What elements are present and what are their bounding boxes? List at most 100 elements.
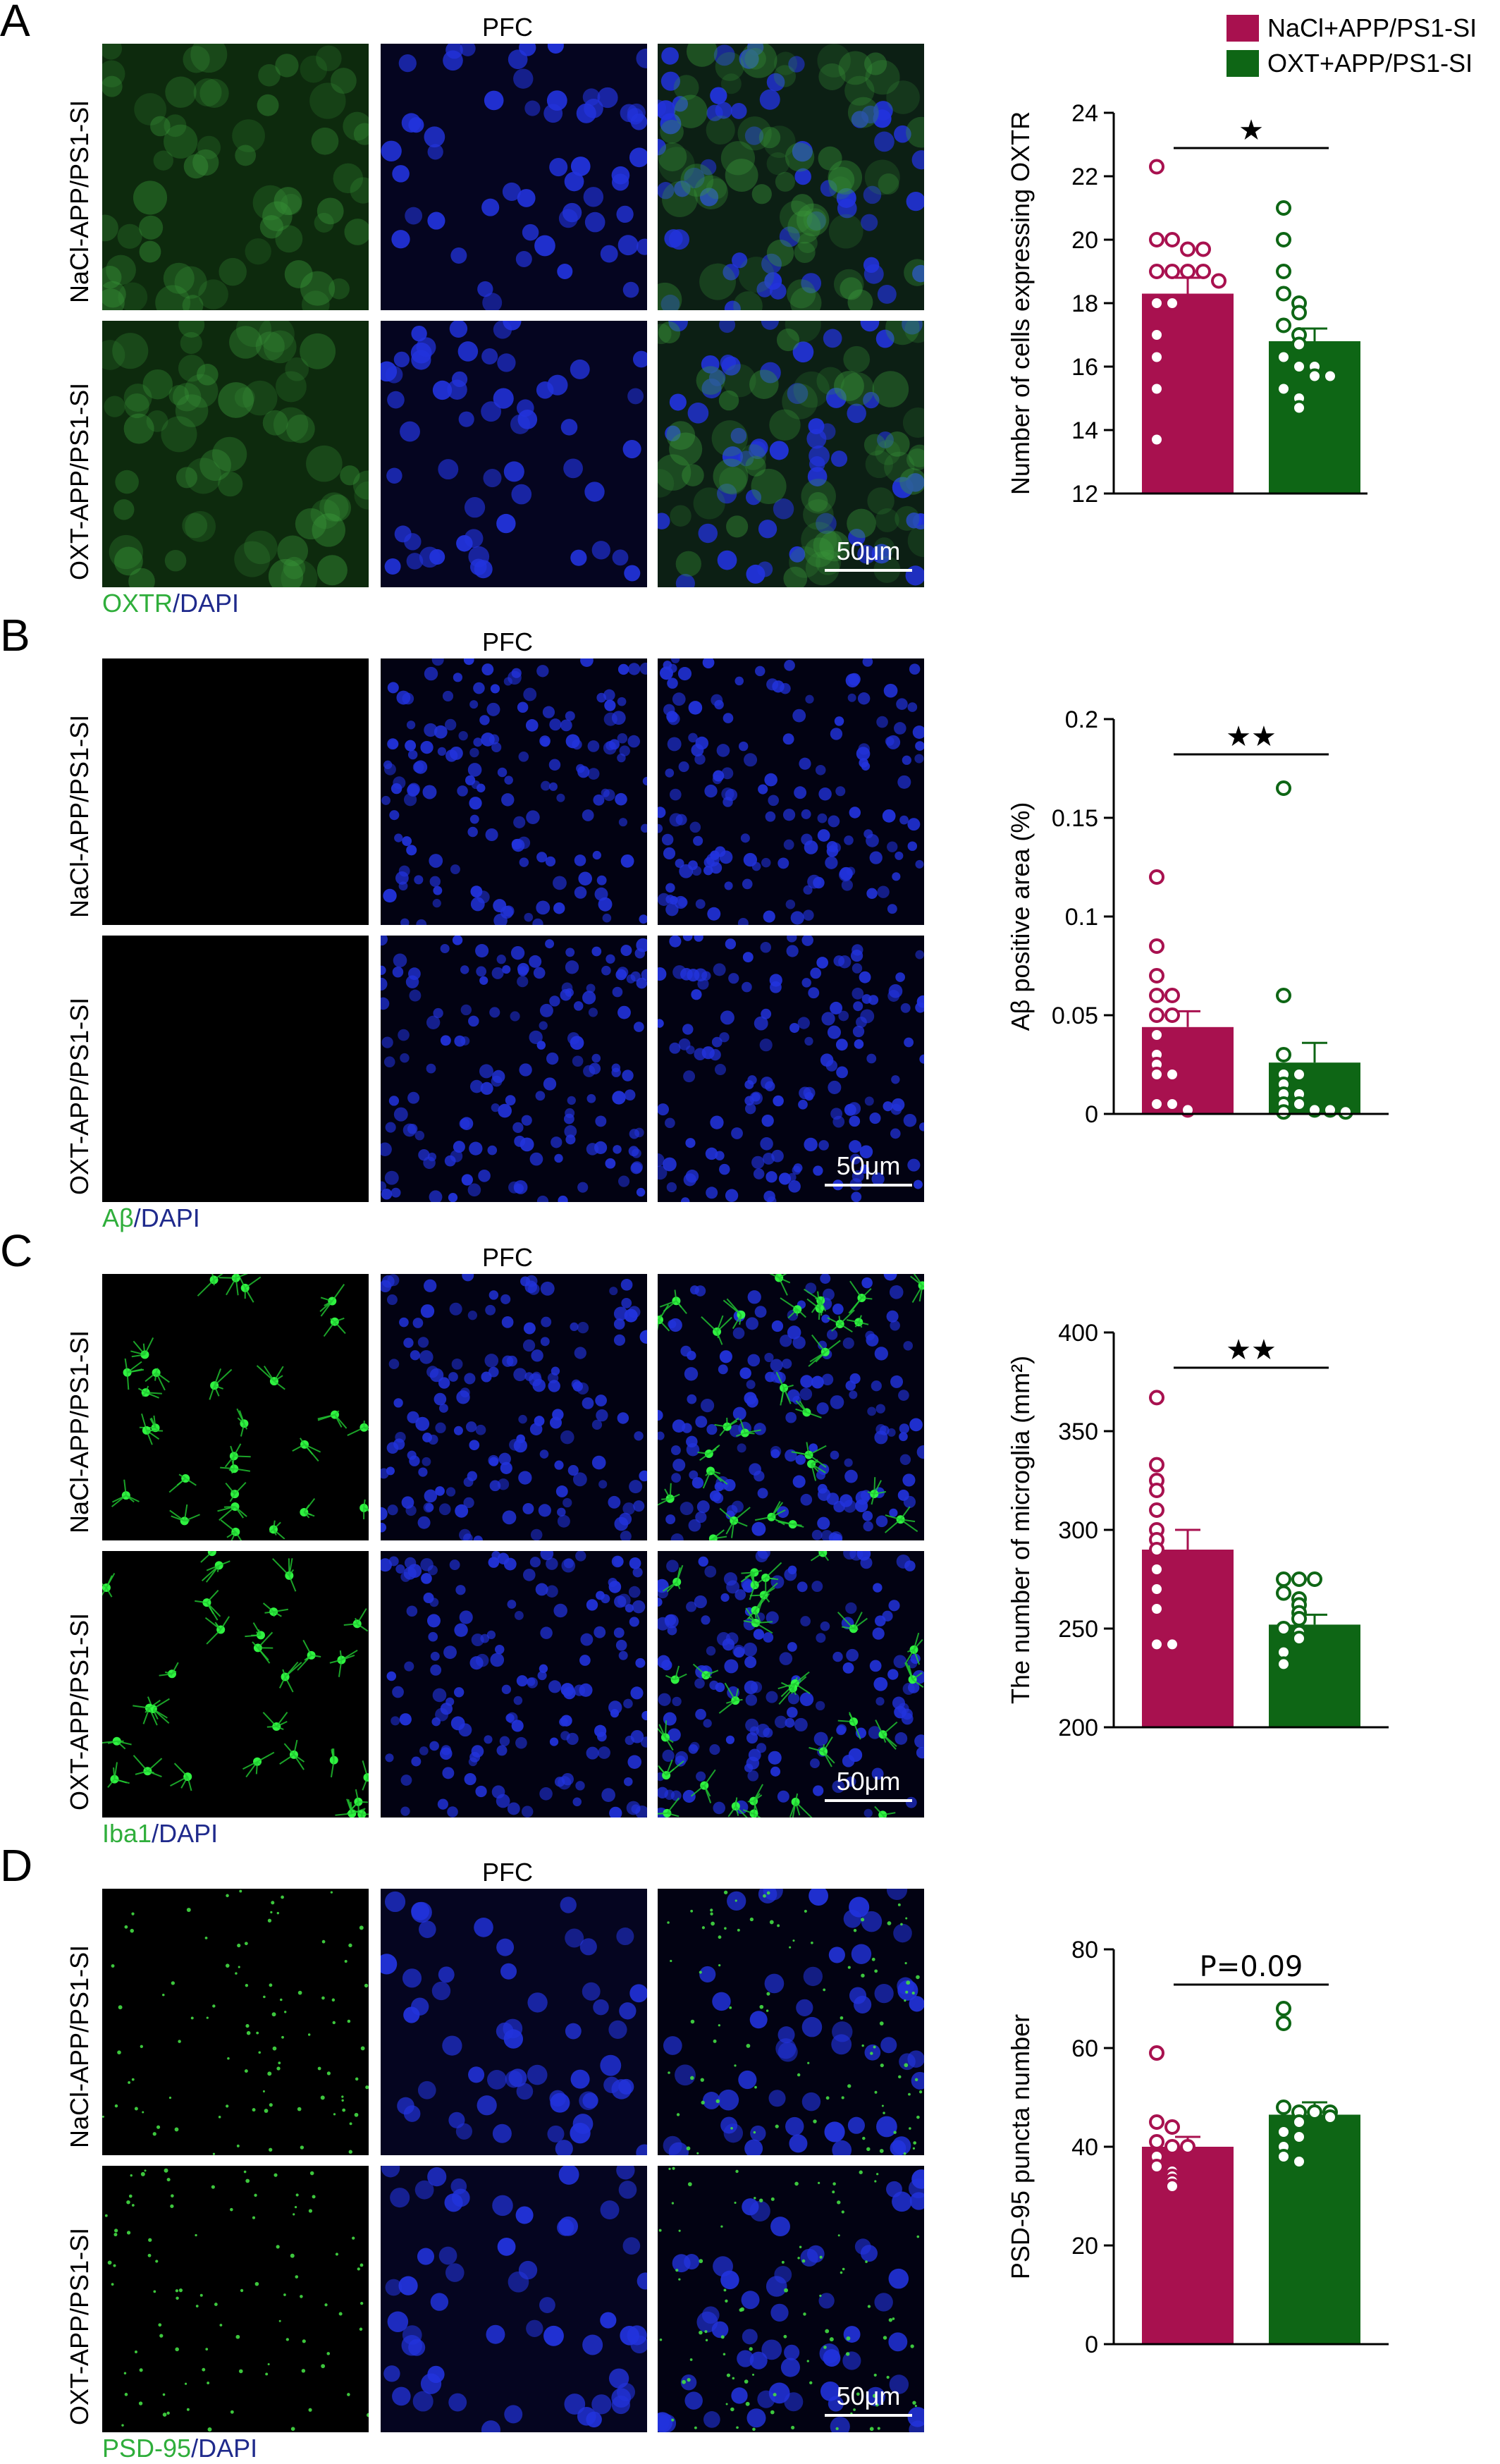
data-point: [1149, 232, 1164, 247]
data-point: [1276, 317, 1291, 333]
data-point: [1291, 1631, 1307, 1646]
y-tick-label: 300: [1058, 1517, 1098, 1544]
y-tick-label: 250: [1058, 1616, 1098, 1643]
data-point: [1180, 241, 1195, 257]
micrograph-image: [102, 1889, 369, 2155]
y-tick-label: 20: [1071, 2233, 1098, 2260]
legend-item-nacl: NaCl+APP/PS1-SI: [1227, 11, 1477, 46]
data-point: [1291, 336, 1307, 353]
data-point: [1149, 1457, 1164, 1473]
data-point: [1149, 1483, 1164, 1498]
data-point: [1149, 869, 1164, 885]
data-point: [1276, 1621, 1291, 1636]
data-point: [1149, 2134, 1164, 2150]
micrograph-image: [381, 1274, 647, 1540]
y-axis-label: Number of cells expressing OXTR: [1006, 111, 1035, 495]
data-point: [1291, 2129, 1307, 2145]
micrograph-image: [381, 936, 647, 1202]
data-point: [1149, 1390, 1164, 1406]
significance-label: ★: [1238, 114, 1264, 147]
data-point: [1149, 1067, 1164, 1082]
y-tick-label: 0: [1085, 2331, 1098, 2358]
micrograph-image: [658, 2166, 924, 2432]
y-tick-label: 60: [1071, 2035, 1098, 2062]
y-tick-label: 14: [1071, 417, 1098, 444]
row-label: OXT-APP/PS1-SI: [65, 997, 94, 1195]
y-tick-label: 0: [1085, 1101, 1098, 1128]
scale-bar: 50μm: [825, 537, 912, 572]
y-tick-label: 0.15: [1052, 805, 1098, 832]
stain-blue-label: DAPI: [198, 2434, 258, 2463]
legend-swatch-nacl: [1227, 15, 1259, 42]
micrograph-image: [102, 1551, 369, 1818]
data-point: [1276, 988, 1291, 1003]
micrograph-image: [658, 1889, 924, 2155]
legend: NaCl+APP/PS1-SI OXT+APP/PS1-SI: [1227, 11, 1477, 81]
legend-label-oxt: OXT+APP/PS1-SI: [1267, 49, 1473, 78]
data-point: [1164, 988, 1180, 1003]
data-point: [1164, 1067, 1180, 1082]
data-point: [1276, 1585, 1291, 1601]
data-point: [1195, 264, 1211, 279]
micrograph-image: [102, 658, 369, 925]
data-point: [1338, 1104, 1353, 1120]
y-tick-label: 22: [1071, 164, 1098, 190]
row-label: NaCl-APP/PS1-SI: [65, 99, 94, 303]
data-point: [1149, 2159, 1164, 2174]
data-point: [1149, 1007, 1164, 1023]
data-point: [1164, 1007, 1180, 1023]
data-point: [1149, 381, 1164, 397]
data-point: [1149, 1601, 1164, 1617]
data-point: [1164, 1636, 1180, 1653]
y-tick-label: 16: [1071, 354, 1098, 381]
data-point: [1164, 232, 1180, 247]
data-point: [1276, 1571, 1291, 1587]
data-point: [1291, 1067, 1307, 1082]
data-point: [1149, 2045, 1164, 2061]
stain-separator: /: [191, 2434, 199, 2463]
data-point: [1276, 286, 1291, 302]
panel-letter-D: D: [0, 1840, 33, 1891]
legend-label-nacl: NaCl+APP/PS1-SI: [1267, 13, 1477, 42]
micrograph-image: [381, 321, 647, 587]
data-point: [1291, 1611, 1307, 1626]
data-point: [1276, 780, 1291, 796]
region-label: PFC: [482, 1858, 533, 1887]
micrograph-image: [658, 1274, 924, 1540]
legend-item-oxt: OXT+APP/PS1-SI: [1227, 46, 1477, 81]
scale-bar: 50μm: [825, 1767, 912, 1802]
data-point: [1149, 1562, 1164, 1577]
scale-bar-label: 50μm: [836, 537, 901, 565]
micrograph-image: [658, 44, 924, 310]
y-tick-label: 40: [1071, 2134, 1098, 2161]
y-tick-label: 350: [1058, 1418, 1098, 1445]
micrograph-image: [381, 1889, 647, 2155]
micrograph-image: [658, 1551, 924, 1818]
scale-bar: 50μm: [825, 1151, 912, 1187]
stain-separator: /: [133, 1203, 141, 1232]
data-point: [1180, 264, 1195, 279]
panel-letter-C: C: [0, 1225, 33, 1276]
scale-bar-line: [825, 1799, 912, 1802]
data-point: [1291, 2114, 1307, 2130]
data-point: [1195, 241, 1211, 257]
data-point: [1180, 2139, 1195, 2155]
stain-green-label: PSD-95: [102, 2434, 192, 2463]
data-point: [1149, 295, 1164, 311]
y-tick-label: 24: [1071, 100, 1098, 127]
y-tick-label: 0.1: [1065, 904, 1098, 931]
micrograph-image: [102, 1274, 369, 1540]
data-point: [1149, 1502, 1164, 1518]
y-axis-label: PSD-95 puncta number: [1006, 2014, 1035, 2279]
micrograph-image: [658, 658, 924, 925]
row-label: OXT-APP/PS1-SI: [65, 382, 94, 580]
data-point: [1291, 305, 1307, 321]
panel-letter-A: A: [0, 0, 30, 46]
y-axis-label: Aβ positive area (%): [1006, 802, 1035, 1031]
stain-label: Iba1/DAPI: [102, 1819, 218, 1849]
y-tick-label: 0.2: [1065, 706, 1098, 733]
data-point: [1276, 232, 1291, 247]
stain-separator: /: [152, 1819, 159, 1848]
data-point: [1291, 359, 1307, 374]
region-label: PFC: [482, 627, 533, 656]
